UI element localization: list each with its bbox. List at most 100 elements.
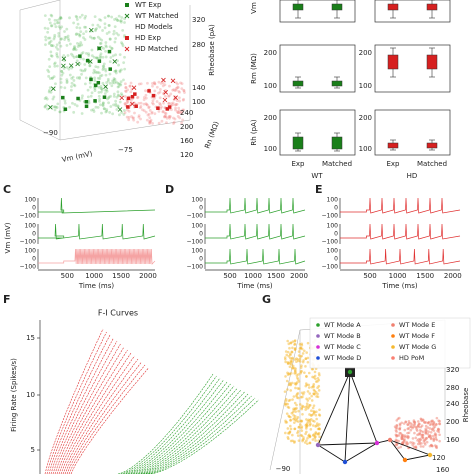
point (48, 77, 52, 80)
fi-curve (58, 349, 128, 474)
point (424, 427, 428, 431)
point (75, 18, 79, 21)
point (395, 424, 399, 428)
point (53, 62, 56, 66)
point (293, 339, 297, 342)
point (115, 31, 118, 35)
point (168, 84, 171, 88)
point (128, 84, 132, 88)
point (113, 69, 117, 73)
point (318, 427, 321, 431)
point (293, 427, 297, 431)
point (50, 24, 53, 28)
point (108, 67, 113, 71)
point (433, 444, 437, 447)
point (70, 66, 74, 70)
point (310, 385, 314, 389)
point (316, 432, 320, 436)
point (302, 405, 305, 408)
point (114, 80, 118, 84)
point (79, 30, 83, 34)
point (80, 52, 84, 56)
point (55, 18, 59, 22)
point (411, 437, 415, 440)
point (157, 121, 161, 125)
tick-label: 160 (180, 137, 193, 145)
point (287, 415, 291, 418)
point (300, 419, 304, 423)
trace (38, 197, 156, 214)
fi-curve (60, 352, 132, 474)
point (117, 14, 121, 18)
point (112, 78, 116, 82)
point (291, 398, 294, 401)
point (296, 420, 300, 423)
point (295, 374, 299, 377)
point (87, 52, 90, 56)
point (173, 103, 177, 107)
point (314, 413, 318, 417)
legend-label: WT Mode G (399, 343, 436, 351)
point (153, 96, 156, 100)
tick-label: 100 (25, 248, 37, 255)
point (163, 106, 167, 109)
point (117, 84, 121, 88)
point (147, 89, 151, 93)
point (121, 28, 125, 32)
tick-label: −100 (187, 213, 204, 220)
point (293, 369, 297, 372)
point (123, 95, 127, 98)
point (318, 414, 322, 417)
point (398, 427, 402, 431)
point (293, 342, 297, 346)
point (147, 112, 151, 116)
point (434, 435, 438, 439)
point (76, 96, 80, 101)
point (61, 56, 67, 61)
point (411, 441, 414, 444)
point (49, 54, 53, 58)
point (300, 407, 304, 411)
point (123, 55, 126, 59)
box (426, 3, 438, 11)
point (298, 357, 302, 361)
point (172, 116, 175, 120)
tick-label: Exp (386, 160, 400, 168)
point (92, 36, 96, 40)
point (311, 406, 315, 410)
point (47, 18, 51, 21)
point (123, 111, 127, 115)
point (305, 427, 308, 430)
point (305, 402, 309, 405)
point (163, 111, 167, 115)
point (289, 382, 292, 386)
point (81, 69, 84, 73)
point (129, 81, 133, 85)
point (286, 339, 289, 343)
point (53, 22, 57, 26)
point (284, 421, 288, 424)
point (95, 56, 98, 60)
axis-label: Vm (250, 2, 258, 14)
point (173, 89, 177, 93)
point (116, 19, 120, 22)
point (300, 425, 304, 429)
point (116, 85, 120, 89)
point (71, 54, 75, 58)
point (67, 39, 71, 42)
point (316, 424, 320, 427)
point (68, 16, 71, 20)
point (314, 425, 317, 428)
point (56, 102, 60, 106)
point (114, 53, 117, 57)
point (127, 115, 131, 119)
point (57, 21, 61, 25)
point (107, 49, 112, 54)
point (407, 431, 411, 435)
point (96, 76, 100, 80)
point (116, 90, 120, 94)
point (50, 44, 54, 48)
box (292, 136, 304, 150)
fi-curve (70, 367, 149, 474)
tick-label: 2000 (290, 272, 308, 280)
